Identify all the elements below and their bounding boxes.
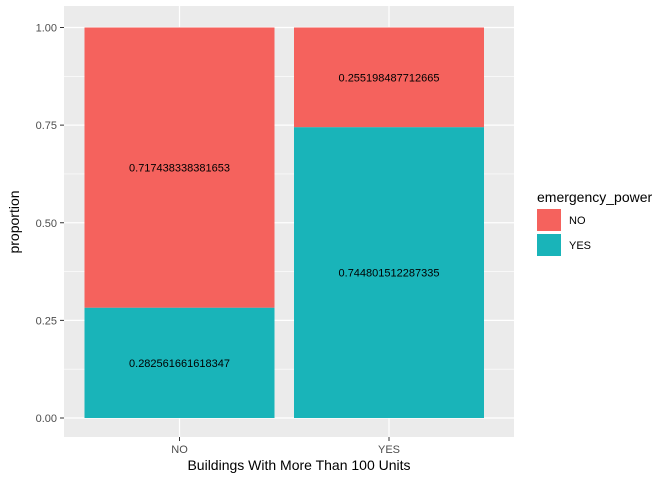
y-axis-title: proportion	[6, 190, 22, 253]
bar-segment-no-no	[84, 27, 275, 308]
bars	[84, 27, 484, 419]
bar-label: 0.744801512287335	[339, 268, 440, 280]
y-tick-label: 1.00	[36, 23, 57, 35]
x-tick-label: NO	[171, 444, 188, 456]
legend-label: NO	[569, 215, 586, 227]
bar-segment-no-yes	[84, 307, 275, 418]
legend-key-no	[537, 209, 561, 231]
y-tick-label: 0.75	[36, 120, 57, 132]
x-axis: NO YES	[171, 437, 400, 456]
legend-key-yes	[537, 234, 561, 256]
y-tick-label: 0.00	[36, 413, 57, 425]
bar-labels: 0.282561661618347 0.717438338381653 0.7448…	[129, 72, 439, 370]
bar-label: 0.282561661618347	[129, 358, 230, 370]
legend: emergency_power NO YES	[537, 189, 653, 256]
x-tick-label: YES	[378, 444, 400, 456]
y-tick-label: 0.50	[36, 218, 57, 230]
bar-label: 0.717438338381653	[129, 163, 230, 175]
bar-segment-yes-yes	[294, 127, 484, 419]
y-axis: 0.00 0.25 0.50 0.75 1.00	[36, 23, 64, 425]
legend-title: emergency_power	[537, 189, 653, 205]
bar-segment-yes-no	[294, 27, 484, 128]
legend-label: YES	[569, 240, 591, 252]
bar-label: 0.255198487712665	[339, 72, 440, 84]
x-axis-title: Buildings With More Than 100 Units	[187, 457, 410, 473]
y-tick-label: 0.25	[36, 315, 57, 327]
